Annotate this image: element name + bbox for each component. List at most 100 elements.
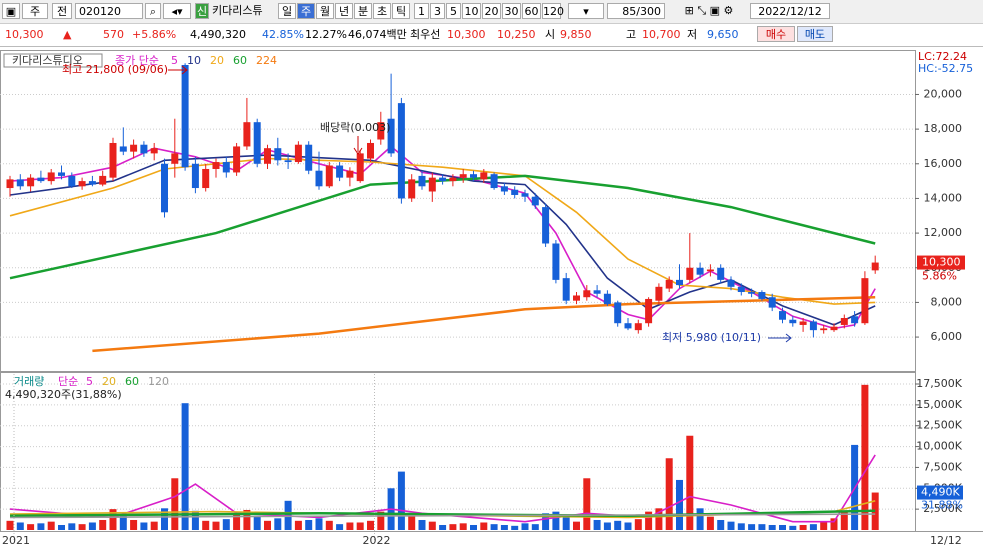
period-button[interactable]: 월	[316, 3, 334, 19]
sell-button[interactable]: 매도	[797, 26, 833, 42]
volume-bar	[58, 524, 65, 530]
code-input[interactable]: 020120	[75, 3, 143, 19]
volume-bar	[583, 478, 591, 530]
period-button[interactable]: 틱	[392, 3, 410, 19]
candle-body	[161, 163, 168, 213]
volume-bar	[88, 522, 96, 530]
volume-bar	[820, 522, 828, 530]
period-button[interactable]: 년	[335, 3, 353, 19]
candle-body	[686, 267, 694, 280]
volume-bar	[696, 508, 704, 530]
candle-body	[346, 170, 354, 178]
y-tick-label: 17,500K	[916, 377, 962, 390]
amount: 46,074백만	[348, 28, 407, 41]
volume-bar	[191, 510, 199, 530]
candle-body	[109, 142, 117, 178]
candle-body	[181, 64, 189, 168]
candle-body	[449, 177, 457, 182]
candle-body	[233, 146, 241, 173]
market-select[interactable]: 주	[22, 3, 48, 19]
period-button[interactable]: 60	[522, 3, 541, 19]
volume-bar	[459, 523, 467, 530]
buy-button[interactable]: 매수	[757, 26, 795, 42]
stock-name: 키다리스튜	[212, 4, 263, 17]
volume-bar	[552, 511, 560, 530]
x-tick-label: 2021	[2, 534, 30, 547]
low: 9,650	[707, 28, 739, 41]
legend-entry: 20	[102, 375, 116, 388]
volume-bar	[624, 522, 632, 530]
period-button[interactable]: 30	[502, 3, 521, 19]
y-tick-label: 12,000	[924, 226, 963, 239]
legend-entry: 10	[187, 54, 201, 67]
blank-select[interactable]: ▾	[568, 3, 604, 19]
volume-bar	[840, 512, 848, 530]
x-tick-label: 12/12	[930, 534, 962, 547]
candle-body	[325, 165, 333, 187]
candle-body	[645, 298, 653, 324]
last-price: 10,300	[922, 256, 961, 269]
ma-line	[9, 509, 876, 518]
volume-bar	[768, 524, 776, 530]
volume-bar	[439, 524, 447, 530]
volume-bar	[614, 520, 622, 530]
candle-body	[634, 323, 642, 331]
candle-body	[150, 148, 158, 154]
last-volume: 4,490K	[921, 486, 960, 499]
candle-body	[428, 177, 436, 192]
period-button[interactable]: 10	[462, 3, 481, 19]
candle-body	[140, 144, 148, 154]
volume-bar	[325, 520, 333, 530]
arrow	[768, 333, 792, 343]
candle-body	[655, 286, 663, 301]
candle-body	[387, 118, 395, 154]
date-input[interactable]: 2022/12/12	[750, 3, 830, 19]
tool-icons[interactable]: ⊞ ⤡ ▣ ⚙	[684, 4, 734, 17]
ma-line	[9, 157, 876, 305]
candle-body	[789, 319, 797, 324]
period-button[interactable]: 일	[278, 3, 296, 19]
candle-body	[408, 179, 416, 199]
period-button[interactable]: 20	[482, 3, 501, 19]
hc-label: HC:-52.75	[918, 62, 973, 75]
volume-bar	[645, 511, 653, 530]
volume-bar	[109, 509, 117, 530]
high-label: 고	[626, 28, 637, 41]
count-input[interactable]: 85/300	[607, 3, 665, 19]
candle-body	[717, 267, 725, 280]
period-button[interactable]: 1	[414, 3, 429, 19]
legend-title: 거래량	[14, 375, 44, 388]
price: 10,300	[5, 28, 44, 41]
legend-entry: 224	[256, 54, 277, 67]
candle-body	[861, 278, 869, 324]
lc-label: LC:72.24	[918, 50, 967, 63]
volume-bar	[562, 514, 570, 530]
menu-icon[interactable]: ▣	[2, 3, 20, 19]
volume-bar	[377, 511, 385, 530]
period-button[interactable]: 주	[297, 3, 315, 19]
period-button[interactable]: 초	[373, 3, 391, 19]
candle-body	[614, 302, 622, 324]
period-button[interactable]: 5	[446, 3, 461, 19]
candle-body	[593, 290, 601, 294]
sound-button[interactable]: ◂▾	[163, 3, 191, 19]
period-button[interactable]: 분	[354, 3, 372, 19]
volume-bar	[68, 523, 76, 530]
candle-body	[470, 174, 477, 178]
volume-bar	[789, 525, 797, 530]
period-button[interactable]: 3	[430, 3, 445, 19]
last-rate: 5.86%	[922, 270, 957, 283]
volume-bar	[274, 518, 282, 530]
last-volume-box	[917, 485, 963, 500]
arrow	[353, 136, 363, 155]
volume-bar	[490, 524, 498, 530]
panel-frame	[0, 50, 916, 372]
period-button[interactable]: 120	[542, 3, 564, 19]
search-button[interactable]: ⌕	[145, 3, 161, 19]
volume-bar	[202, 520, 210, 530]
volume-bar	[161, 508, 168, 530]
volume-bar	[830, 518, 838, 530]
scope-select[interactable]: 전	[52, 3, 72, 19]
volume-subtitle: 4,490,320주(31,88%)	[5, 388, 122, 401]
last-price-box	[917, 255, 965, 270]
